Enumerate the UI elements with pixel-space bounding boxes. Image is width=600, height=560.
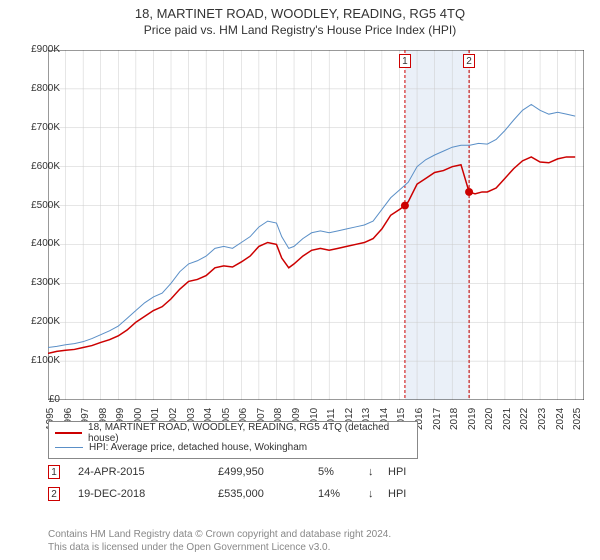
legend-swatch — [55, 432, 82, 434]
y-tick-label: £600K — [10, 161, 60, 172]
sale-marker-box: 1 — [399, 54, 411, 68]
down-arrow-icon: ↓ — [368, 488, 388, 500]
y-tick-label: £500K — [10, 200, 60, 211]
y-tick-label: £400K — [10, 238, 60, 249]
x-tick-label: 2017 — [432, 408, 443, 430]
down-arrow-icon: ↓ — [368, 466, 388, 478]
x-tick-label: 2019 — [467, 408, 478, 430]
x-tick-label: 2022 — [519, 408, 530, 430]
y-tick-label: £300K — [10, 277, 60, 288]
y-tick-label: £900K — [10, 44, 60, 55]
sale-pct: 14% — [318, 488, 368, 500]
sale-price: £535,000 — [218, 488, 318, 500]
sale-row: 2 19-DEC-2018 £535,000 14% ↓ HPI — [48, 487, 406, 501]
y-tick-label: £800K — [10, 83, 60, 94]
sale-date: 24-APR-2015 — [78, 466, 218, 478]
sale-pct: 5% — [318, 466, 368, 478]
sale-date: 19-DEC-2018 — [78, 488, 218, 500]
legend: 18, MARTINET ROAD, WOODLEY, READING, RG5… — [48, 421, 418, 459]
y-tick-label: £700K — [10, 122, 60, 133]
sale-marker-badge: 1 — [48, 465, 60, 479]
sale-price: £499,950 — [218, 466, 318, 478]
chart-title: 18, MARTINET ROAD, WOODLEY, READING, RG5… — [0, 0, 600, 21]
x-tick-label: 2023 — [537, 408, 548, 430]
chart-plot-area — [48, 50, 584, 400]
sale-row: 1 24-APR-2015 £499,950 5% ↓ HPI — [48, 465, 406, 479]
x-tick-label: 2021 — [502, 408, 513, 430]
sale-tag: HPI — [388, 488, 406, 500]
y-tick-label: £100K — [10, 355, 60, 366]
x-tick-label: 2018 — [449, 408, 460, 430]
chart-container: 18, MARTINET ROAD, WOODLEY, READING, RG5… — [0, 0, 600, 560]
x-tick-label: 2024 — [555, 408, 566, 430]
sale-tag: HPI — [388, 466, 406, 478]
x-tick-label: 2020 — [484, 408, 495, 430]
chart-svg — [48, 50, 584, 400]
x-tick-label: 2025 — [572, 408, 583, 430]
attribution: Contains HM Land Registry data © Crown c… — [48, 528, 391, 554]
y-tick-label: £0 — [10, 394, 60, 405]
legend-label: HPI: Average price, detached house, Woki… — [89, 442, 307, 453]
sale-marker-box: 2 — [463, 54, 475, 68]
legend-row: 18, MARTINET ROAD, WOODLEY, READING, RG5… — [55, 426, 411, 440]
attribution-line: Contains HM Land Registry data © Crown c… — [48, 528, 391, 541]
sales-table: 1 24-APR-2015 £499,950 5% ↓ HPI 2 19-DEC… — [48, 465, 406, 509]
attribution-line: This data is licensed under the Open Gov… — [48, 541, 391, 554]
y-tick-label: £200K — [10, 316, 60, 327]
chart-subtitle: Price paid vs. HM Land Registry's House … — [0, 21, 600, 37]
legend-swatch — [55, 447, 83, 448]
sale-marker-badge: 2 — [48, 487, 60, 501]
